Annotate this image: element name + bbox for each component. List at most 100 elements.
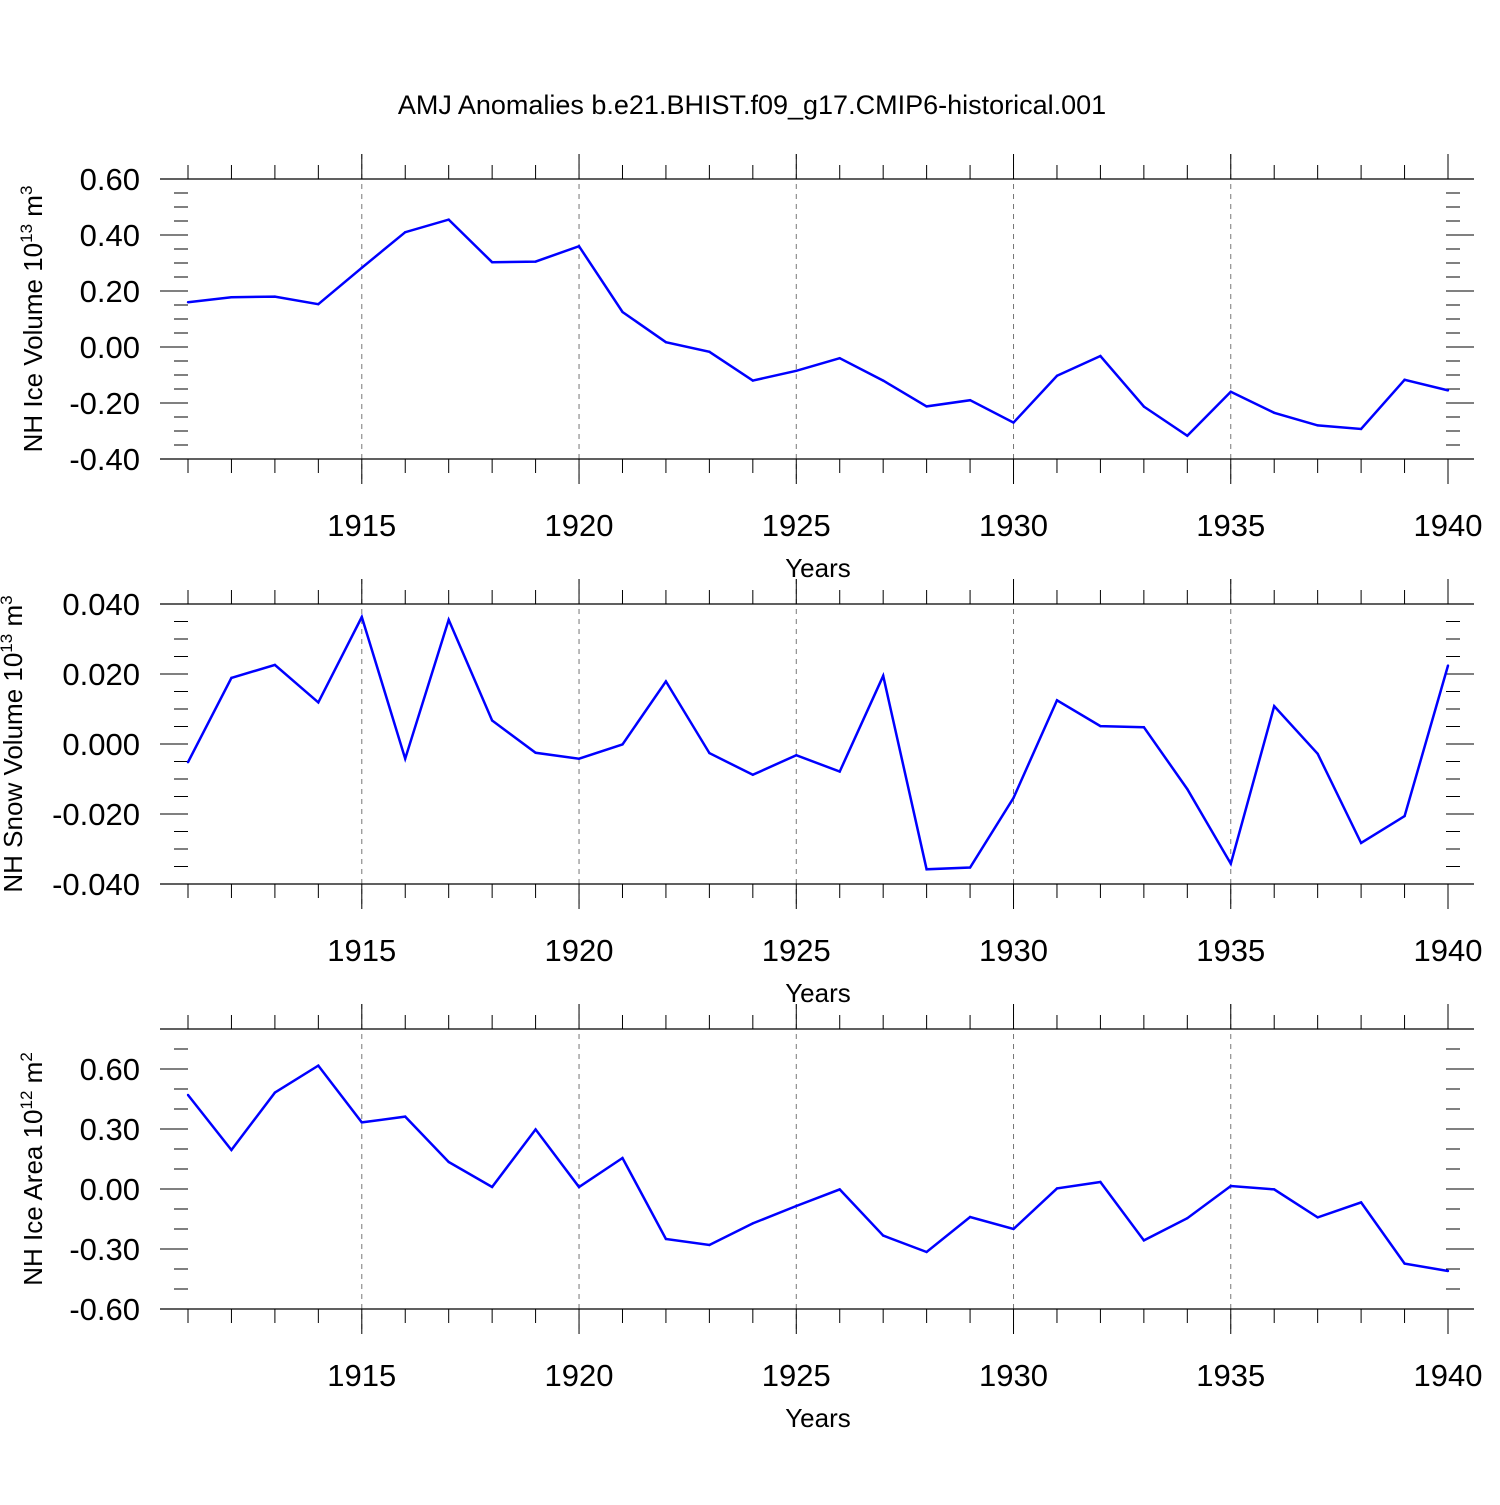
y-tick-label: 0.40	[80, 218, 140, 253]
y-axis-label: NH Ice Area 1012 m2	[17, 1052, 48, 1286]
y-tick-label: 0.60	[80, 1052, 140, 1087]
data-point	[1359, 427, 1363, 431]
data-point	[186, 761, 190, 764]
x-tick-label: 1930	[979, 1358, 1048, 1393]
data-point	[1099, 724, 1102, 728]
data-point	[577, 1185, 581, 1189]
y-axis-label: NH Ice Volume 1013 m3	[17, 186, 48, 453]
data-point	[1012, 796, 1015, 800]
series-line	[186, 613, 1450, 871]
data-point	[1403, 814, 1406, 818]
data-point	[447, 218, 450, 221]
x-tick-label: 1920	[545, 508, 614, 543]
data-point	[534, 1128, 537, 1131]
data-point	[404, 757, 407, 760]
y-tick-label: -0.20	[69, 386, 140, 421]
data-point	[838, 357, 841, 360]
x-tick-label: 1915	[327, 1358, 396, 1393]
data-point	[1055, 374, 1059, 378]
data-point	[1359, 841, 1363, 845]
x-axis-label: Years	[785, 978, 851, 1008]
data-point	[664, 680, 668, 683]
y-tick-label: 0.30	[80, 1112, 140, 1147]
data-point	[664, 1237, 668, 1241]
data-point	[317, 302, 320, 306]
data-point	[490, 719, 494, 722]
data-point	[795, 369, 798, 372]
data-point	[1359, 1201, 1363, 1204]
y-tick-label: 0.040	[62, 587, 140, 622]
data-point	[317, 701, 320, 704]
data-point	[838, 770, 841, 773]
data-point	[1229, 390, 1232, 393]
y-tick-label: 0.00	[80, 330, 140, 365]
data-point	[1012, 1227, 1015, 1231]
data-point	[1446, 1269, 1450, 1273]
data-point	[838, 1188, 841, 1191]
data-point	[1142, 726, 1146, 729]
data-point	[1446, 389, 1450, 392]
data-point	[751, 1222, 755, 1225]
data-point	[664, 341, 668, 344]
data-point	[968, 1215, 972, 1219]
data-point	[1186, 1217, 1189, 1220]
data-point	[1055, 699, 1059, 702]
x-tick-label: 1920	[545, 933, 614, 968]
data-point	[1273, 1188, 1276, 1191]
data-point	[230, 1148, 233, 1152]
y-tick-label: 0.00	[80, 1172, 140, 1207]
data-point	[925, 868, 928, 871]
x-tick-label: 1940	[1414, 508, 1483, 543]
data-point	[1099, 1180, 1102, 1184]
y-tick-label: 0.20	[80, 274, 140, 309]
data-point	[1186, 787, 1189, 791]
x-tick-label: 1925	[762, 933, 831, 968]
data-point	[751, 379, 755, 382]
data-point	[1229, 1184, 1232, 1188]
data-point	[1055, 1187, 1059, 1190]
data-point	[1012, 421, 1015, 424]
data-point	[273, 1091, 277, 1094]
panel-2: 0.040 0.020 0.000 -0.020 -0.040 1915 1920 1925 1…	[0, 579, 1482, 1008]
data-point	[317, 1064, 320, 1067]
x-tick-label: 1940	[1414, 933, 1483, 968]
data-point	[881, 379, 885, 382]
data-point	[360, 615, 363, 619]
data-point	[795, 754, 798, 757]
data-point	[534, 260, 537, 263]
data-point	[751, 773, 755, 776]
data-point	[1099, 354, 1102, 358]
y-tick-label: -0.020	[52, 797, 140, 832]
data-point	[968, 399, 972, 402]
series-line	[187, 218, 1449, 438]
data-point	[708, 350, 711, 353]
data-point	[881, 674, 885, 677]
data-point	[577, 245, 581, 248]
data-point	[273, 663, 277, 667]
x-tick-label: 1940	[1414, 1358, 1483, 1393]
x-tick-label: 1915	[327, 933, 396, 968]
data-point	[404, 1115, 407, 1118]
data-point	[404, 231, 407, 234]
data-point	[360, 266, 363, 269]
data-point	[925, 405, 928, 408]
data-point	[230, 295, 233, 299]
data-point	[1403, 378, 1406, 381]
data-point	[186, 1093, 190, 1097]
data-point	[447, 1160, 450, 1164]
y-tick-label: 0.60	[80, 162, 140, 197]
data-point	[1446, 664, 1450, 667]
data-point	[1273, 705, 1276, 708]
chart-title: AMJ Anomalies b.e21.BHIST.f09_g17.CMIP6-…	[398, 90, 1106, 120]
x-tick-label: 1915	[327, 508, 396, 543]
data-point	[621, 743, 624, 746]
data-point	[490, 1185, 494, 1189]
x-tick-label: 1935	[1196, 933, 1265, 968]
y-tick-label: -0.40	[69, 442, 140, 477]
x-axis-label: Years	[785, 1403, 851, 1433]
data-point	[1316, 424, 1319, 427]
x-tick-label: 1920	[545, 1358, 614, 1393]
data-point	[360, 1121, 363, 1124]
